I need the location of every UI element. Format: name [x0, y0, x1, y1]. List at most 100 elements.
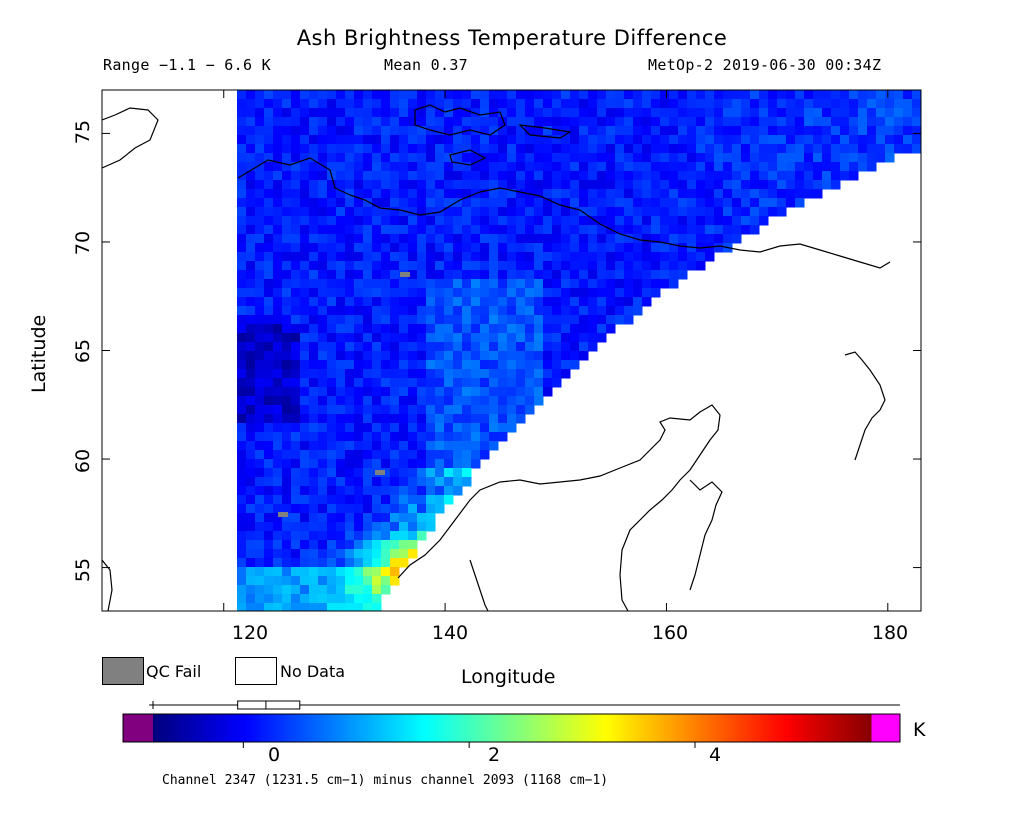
heat-cell [345, 333, 355, 343]
heat-cell [318, 540, 328, 550]
heat-cell [741, 171, 751, 181]
heat-cell [534, 207, 544, 217]
heat-cell [336, 468, 346, 478]
colorbar-segment [501, 714, 504, 742]
heat-cell [453, 99, 463, 109]
heat-cell [534, 360, 544, 370]
heat-cell [318, 531, 328, 541]
heat-cell [642, 135, 652, 145]
heat-cell [273, 540, 283, 550]
heat-cell [462, 414, 472, 424]
heat-cell [399, 243, 409, 253]
heat-cell [534, 297, 544, 307]
heat-cell [453, 180, 463, 190]
heat-cell [255, 288, 265, 298]
heat-cell [255, 594, 265, 604]
colorbar-segment [199, 714, 202, 742]
heat-cell [606, 297, 616, 307]
heat-cell [345, 405, 355, 415]
heat-cell [444, 342, 454, 352]
heat-cell [318, 567, 328, 577]
colorbar-segment [333, 714, 336, 742]
heat-cell [426, 369, 436, 379]
colorbar-segment [787, 714, 790, 742]
heat-cell [561, 135, 571, 145]
heat-cell [264, 90, 274, 100]
heat-cell [372, 450, 382, 460]
heat-cell [381, 135, 391, 145]
heat-cell [444, 279, 454, 289]
heat-cell [741, 117, 751, 127]
heat-cell [354, 396, 364, 406]
heat-cell [453, 288, 463, 298]
heat-cell [363, 477, 373, 487]
colorbar-segment [839, 714, 842, 742]
heat-cell [300, 540, 310, 550]
heat-cell [534, 378, 544, 388]
heat-cell [435, 477, 445, 487]
heat-cell [300, 423, 310, 433]
heat-cell [309, 522, 319, 532]
heat-cell [669, 126, 679, 136]
heat-cell [273, 180, 283, 190]
heat-cell [390, 243, 400, 253]
heat-cell [516, 279, 526, 289]
heat-cell [444, 360, 454, 370]
heat-cell [633, 243, 643, 253]
heat-cell [624, 198, 634, 208]
heat-cell [318, 468, 328, 478]
heat-cell [246, 531, 256, 541]
heat-cell [777, 153, 787, 163]
heat-cell [687, 108, 697, 118]
heat-cell [282, 441, 292, 451]
heat-cell [462, 297, 472, 307]
heat-cell [723, 207, 733, 217]
heat-cell [741, 108, 751, 118]
heat-cell [471, 324, 481, 334]
heat-cell [633, 252, 643, 262]
heat-cell [390, 189, 400, 199]
heat-cell [453, 468, 463, 478]
heat-cell [300, 126, 310, 136]
heat-cell [336, 306, 346, 316]
heat-cell [678, 198, 688, 208]
heat-cell [372, 297, 382, 307]
heat-cell [696, 135, 706, 145]
heat-cell [453, 351, 463, 361]
heat-cell [552, 126, 562, 136]
heat-cell [372, 585, 382, 595]
heat-cell [453, 189, 463, 199]
colorbar-segment [243, 714, 246, 742]
colorbar-segment [209, 714, 212, 742]
heat-cell [579, 207, 589, 217]
heat-cell [534, 315, 544, 325]
heat-cell [264, 387, 274, 397]
heat-cell [435, 180, 445, 190]
heat-cell [615, 189, 625, 199]
heat-cell [300, 144, 310, 154]
heat-cell [282, 585, 292, 595]
heat-cell [372, 342, 382, 352]
colorbar-segment [793, 714, 796, 742]
heat-cell [606, 270, 616, 280]
heat-cell [426, 387, 436, 397]
heat-cell [543, 171, 553, 181]
heat-cell [867, 108, 877, 118]
heat-cell [696, 117, 706, 127]
heat-cell [687, 207, 697, 217]
heat-cell [705, 252, 715, 262]
heat-cell [426, 468, 436, 478]
heat-cell [534, 396, 544, 406]
heat-cell [309, 117, 319, 127]
heat-cell [651, 207, 661, 217]
heat-cell [498, 126, 508, 136]
heat-cell [363, 360, 373, 370]
heat-cell [246, 99, 256, 109]
heat-cell [624, 270, 634, 280]
heat-cell [444, 288, 454, 298]
heat-cell [453, 450, 463, 460]
heat-cell [237, 549, 247, 559]
heat-cell [894, 126, 904, 136]
heat-cell [381, 405, 391, 415]
heat-cell [345, 108, 355, 118]
